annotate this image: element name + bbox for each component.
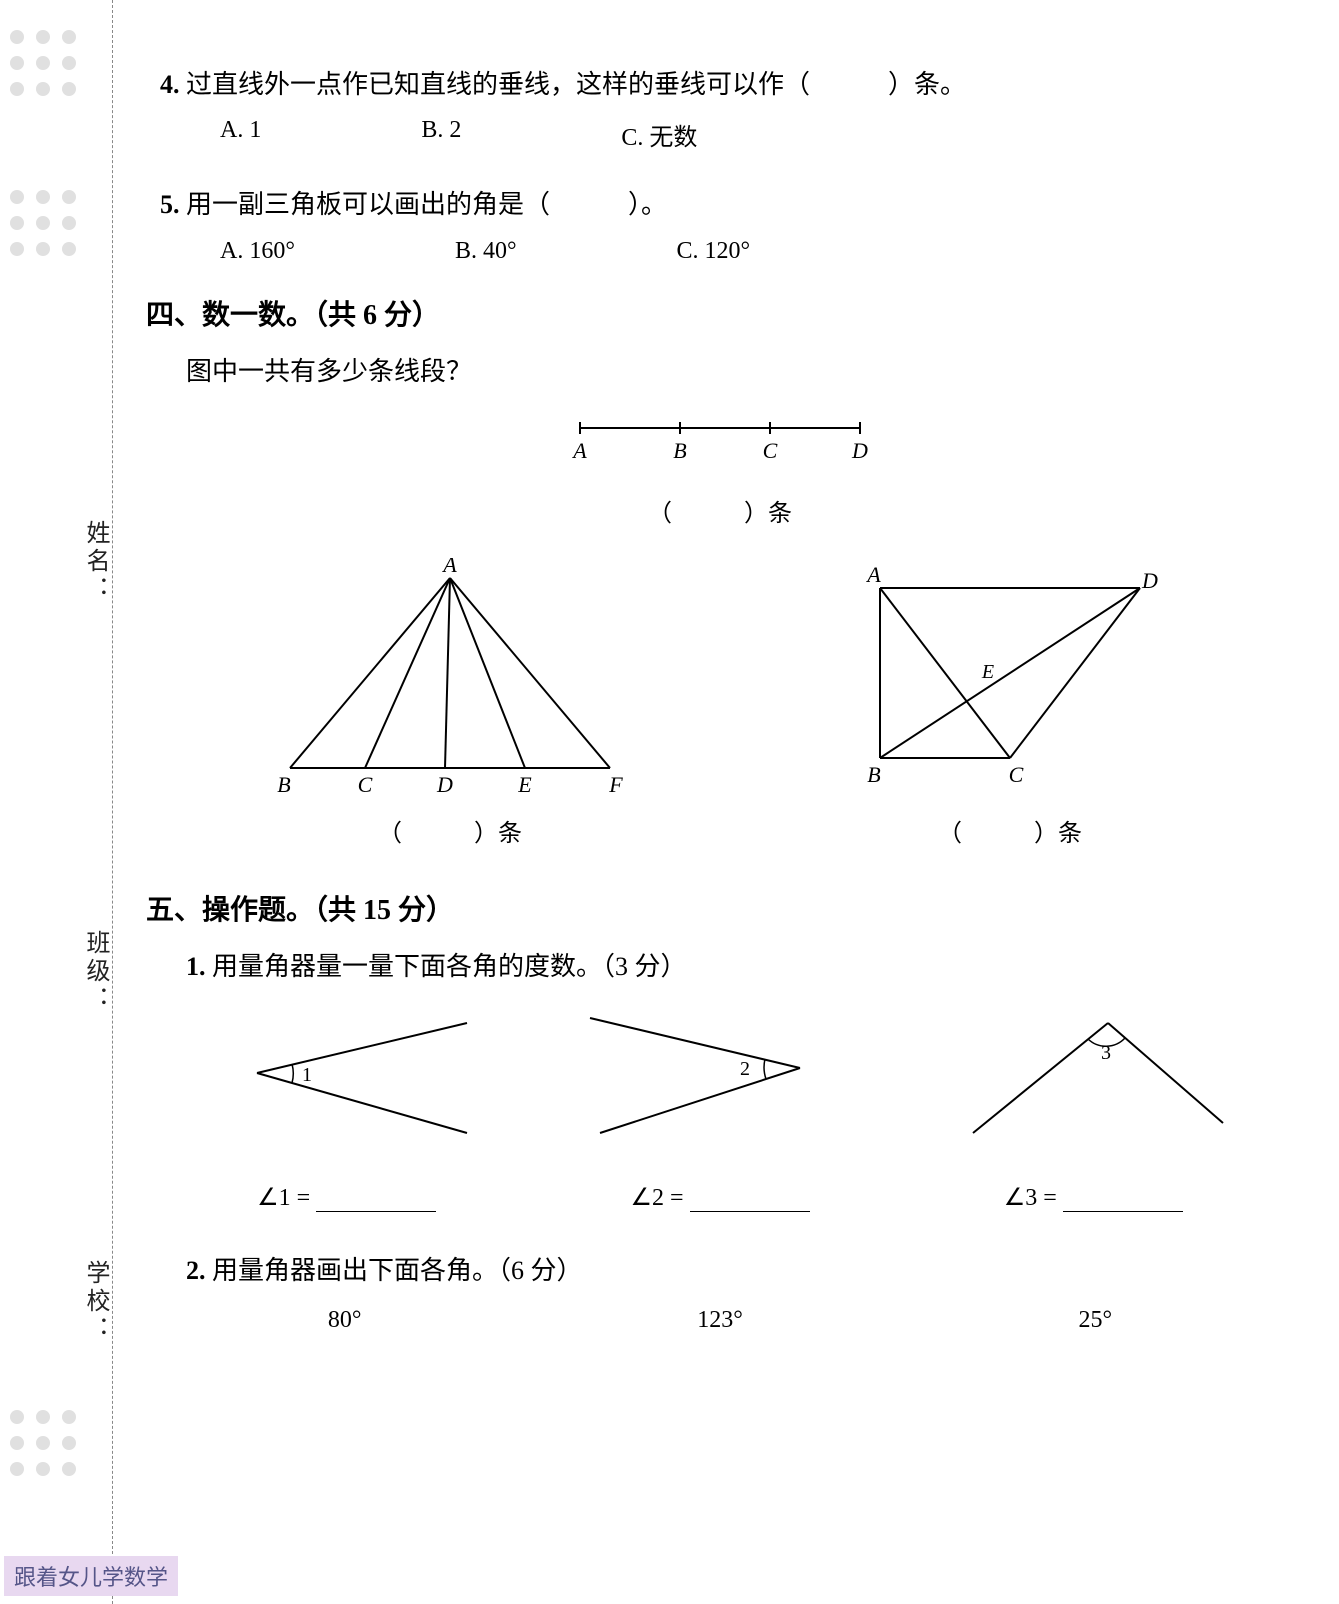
s5-q2-text: 用量角器画出下面各角。（6 分） [212, 1256, 583, 1285]
q5-stem: 用一副三角板可以画出的角是（ ）。 [186, 190, 667, 219]
s5-q1-num: 1. [186, 952, 206, 981]
question-5: 5. 用一副三角板可以画出的角是（ ）。 [160, 180, 1280, 229]
q5-options: A. 160° B. 40° C. 120° [220, 238, 1280, 265]
svg-text:C: C [358, 772, 373, 797]
s5-q2: 2. 用量角器画出下面各角。（6 分） [186, 1250, 1280, 1287]
s5-q1-text: 用量角器量一量下面各角的度数。（3 分） [212, 952, 687, 981]
degrees-row: 80° 123° 25° [160, 1307, 1280, 1334]
svg-text:A: A [571, 438, 587, 463]
q5-number: 5. [160, 190, 180, 219]
question-4: 4. 过直线外一点作已知直线的垂线，这样的垂线可以作（ ）条。 [160, 60, 1280, 109]
binding-dashed-line [112, 0, 113, 1604]
answer-3-blank [1063, 1188, 1183, 1212]
name-field-label: 姓名： [78, 520, 113, 604]
answer-2-label: ∠2 = [630, 1185, 683, 1211]
svg-text:E: E [981, 661, 994, 683]
q4-stem: 过直线外一点作已知直线的垂线，这样的垂线可以作（ ）条。 [186, 70, 966, 99]
triangle-diagram: A B C D E F （ ）条 [260, 558, 640, 848]
watermark: 跟着女儿学数学 [4, 1556, 178, 1596]
svg-text:2: 2 [740, 1058, 750, 1080]
svg-text:D: D [851, 438, 868, 463]
angle-answers: ∠1 = ∠2 = ∠3 = [160, 1183, 1280, 1212]
degree-123: 123° [697, 1307, 743, 1334]
q4-option-b: B. 2 [421, 117, 461, 152]
svg-text:C: C [1009, 762, 1024, 787]
svg-text:D: D [1141, 568, 1158, 593]
s5-q2-num: 2. [186, 1256, 206, 1285]
svg-text:E: E [517, 772, 532, 797]
section-4-question: 图中一共有多少条线段？ [186, 351, 1280, 388]
q5-option-b: B. 40° [455, 238, 517, 265]
svg-text:A: A [441, 558, 457, 577]
svg-text:D: D [436, 772, 453, 797]
q4-option-a: A. 1 [220, 117, 261, 152]
q4-option-c: C. 无数 [621, 117, 697, 152]
angle-2-svg: 2 [580, 1003, 860, 1143]
q4-options: A. 1 B. 2 C. 无数 [220, 117, 1280, 152]
svg-text:B: B [867, 762, 880, 787]
school-field-label: 学校： [78, 1260, 113, 1344]
svg-text:3: 3 [1101, 1042, 1111, 1064]
quad-svg: A B C D E [840, 558, 1180, 798]
answer-1-blank [316, 1188, 436, 1212]
q4-number: 4. [160, 70, 180, 99]
section-4-title: 四、数一数。（共 6 分） [146, 293, 1280, 333]
line-segment-svg: A B C D [540, 408, 900, 478]
angle-diagrams: 1 2 3 [160, 1003, 1280, 1143]
quadrilateral-diagram: A B C D E （ ）条 [840, 558, 1180, 848]
answer-2-blank [690, 1188, 810, 1212]
section-5-title: 五、操作题。（共 15 分） [146, 888, 1280, 928]
degree-25: 25° [1079, 1307, 1113, 1334]
main-content: 4. 过直线外一点作已知直线的垂线，这样的垂线可以作（ ）条。 A. 1 B. … [160, 60, 1280, 1334]
svg-text:B: B [673, 438, 686, 463]
angle-1-svg: 1 [207, 1003, 487, 1143]
answer-1-label: ∠1 = [257, 1185, 310, 1211]
svg-text:A: A [865, 562, 881, 587]
segment-diagram: A B C D （ ）条 [160, 408, 1280, 528]
answer-3-label: ∠3 = [1004, 1185, 1057, 1211]
svg-text:C: C [763, 438, 778, 463]
triangle-caption: （ ）条 [260, 813, 640, 848]
q5-option-c: C. 120° [677, 238, 751, 265]
triangle-svg: A B C D E F [260, 558, 640, 798]
q5-option-a: A. 160° [220, 238, 295, 265]
svg-text:B: B [277, 772, 290, 797]
s5-q1: 1. 用量角器量一量下面各角的度数。（3 分） [186, 946, 1280, 983]
svg-text:F: F [608, 772, 623, 797]
segment-caption: （ ）条 [160, 493, 1280, 528]
degree-80: 80° [328, 1307, 362, 1334]
binding-dots-column [0, 0, 120, 1604]
svg-text:1: 1 [302, 1064, 312, 1086]
quad-caption: （ ）条 [840, 813, 1180, 848]
angle-3-svg: 3 [953, 1003, 1233, 1143]
class-field-label: 班级： [78, 930, 113, 1014]
